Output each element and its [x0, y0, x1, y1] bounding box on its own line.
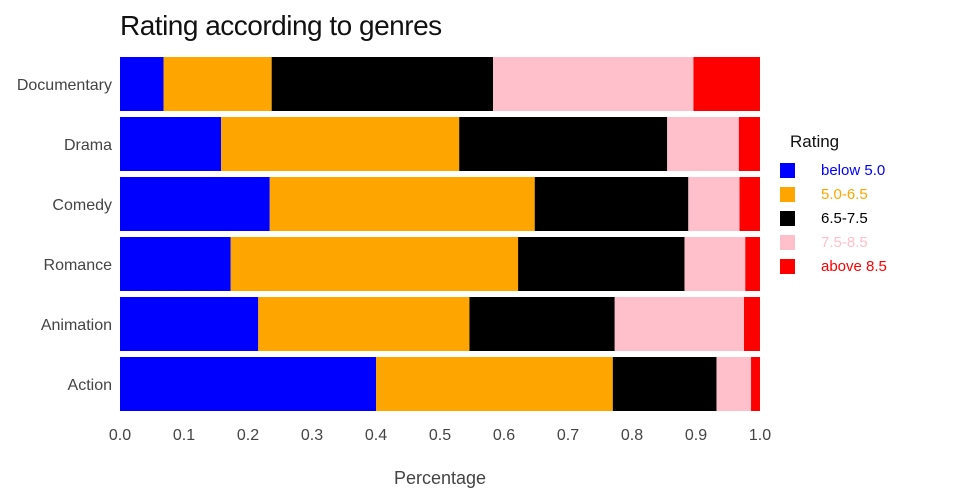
bar-segment-documentary-0 [120, 57, 164, 111]
x-tick-label: 0.0 [109, 427, 131, 444]
bar-segment-documentary-2 [271, 57, 494, 111]
y-tick-label: Romance [44, 257, 113, 274]
bar-segment-comedy-3 [688, 177, 740, 231]
bar-segment-animation-4 [744, 297, 760, 351]
legend-label: 6.5-7.5 [821, 209, 868, 227]
bar-segment-romance-0 [120, 237, 231, 291]
bar-segment-romance-2 [518, 237, 685, 291]
x-tick-label: 0.3 [301, 427, 323, 444]
bar-segment-animation-3 [614, 297, 744, 351]
x-axis-label: Percentage [393, 468, 487, 488]
y-tick-label: Comedy [52, 197, 112, 214]
legend-swatch [780, 234, 795, 250]
legend-swatch [780, 258, 795, 274]
legend-label: 7.5-8.5 [821, 233, 868, 251]
bar-segment-drama-2 [459, 117, 668, 171]
bar-segment-romance-3 [684, 237, 746, 291]
legend-item: above 8.5 [780, 254, 887, 278]
legend-swatch [780, 162, 795, 178]
y-tick-label: Drama [64, 137, 112, 154]
x-tick-label: 0.4 [365, 427, 387, 444]
bar-segment-documentary-3 [493, 57, 694, 111]
bar-segment-action-1 [376, 357, 613, 411]
y-tick-label: Animation [41, 317, 112, 334]
bar-segment-documentary-4 [693, 57, 760, 111]
y-tick-label: Documentary [17, 77, 112, 94]
bar-segment-romance-1 [230, 237, 519, 291]
bar-segment-action-0 [120, 357, 376, 411]
bar-segment-animation-1 [258, 297, 470, 351]
legend-label: 5.0-6.5 [821, 185, 868, 203]
y-tick-label: Action [68, 377, 112, 394]
legend-label: above 8.5 [821, 257, 887, 275]
x-tick-label: 0.8 [621, 427, 643, 444]
x-tick-label: 0.7 [557, 427, 579, 444]
legend-title: Rating [790, 132, 840, 151]
bar-segment-action-4 [751, 357, 760, 411]
x-tick-label: 0.1 [173, 427, 195, 444]
legend-item: 5.0-6.5 [780, 182, 887, 206]
x-tick-label: 0.6 [493, 427, 515, 444]
bar-segment-comedy-4 [739, 177, 760, 231]
bar-segment-action-3 [716, 357, 752, 411]
legend-item: 6.5-7.5 [780, 206, 887, 230]
legend-item: 7.5-8.5 [780, 230, 887, 254]
bar-segment-comedy-2 [534, 177, 689, 231]
bar-segment-drama-4 [738, 117, 760, 171]
bar-segment-drama-3 [667, 117, 739, 171]
bar-segment-animation-0 [120, 297, 259, 351]
bar-segment-comedy-0 [120, 177, 270, 231]
bar-segment-action-2 [612, 357, 717, 411]
bar-segment-drama-1 [221, 117, 460, 171]
legend-swatch [780, 186, 795, 202]
chart-title: Rating according to genres [120, 10, 442, 41]
x-tick-label: 0.2 [237, 427, 259, 444]
x-tick-label: 0.9 [685, 427, 707, 444]
legend-swatch [780, 210, 795, 226]
legend-item: below 5.0 [780, 158, 887, 182]
legend-label: below 5.0 [821, 161, 886, 179]
x-tick-label: 0.5 [429, 427, 451, 444]
bar-segment-animation-2 [469, 297, 615, 351]
bar-segment-comedy-1 [269, 177, 535, 231]
legend: Rating below 5.0 5.0-6.5 6.5-7.5 7.5-8.5 abo… [780, 132, 887, 278]
bar-segment-drama-0 [120, 117, 222, 171]
bar-segment-romance-4 [745, 237, 760, 291]
x-tick-label: 1.0 [749, 427, 771, 444]
bar-segment-documentary-1 [163, 57, 272, 111]
